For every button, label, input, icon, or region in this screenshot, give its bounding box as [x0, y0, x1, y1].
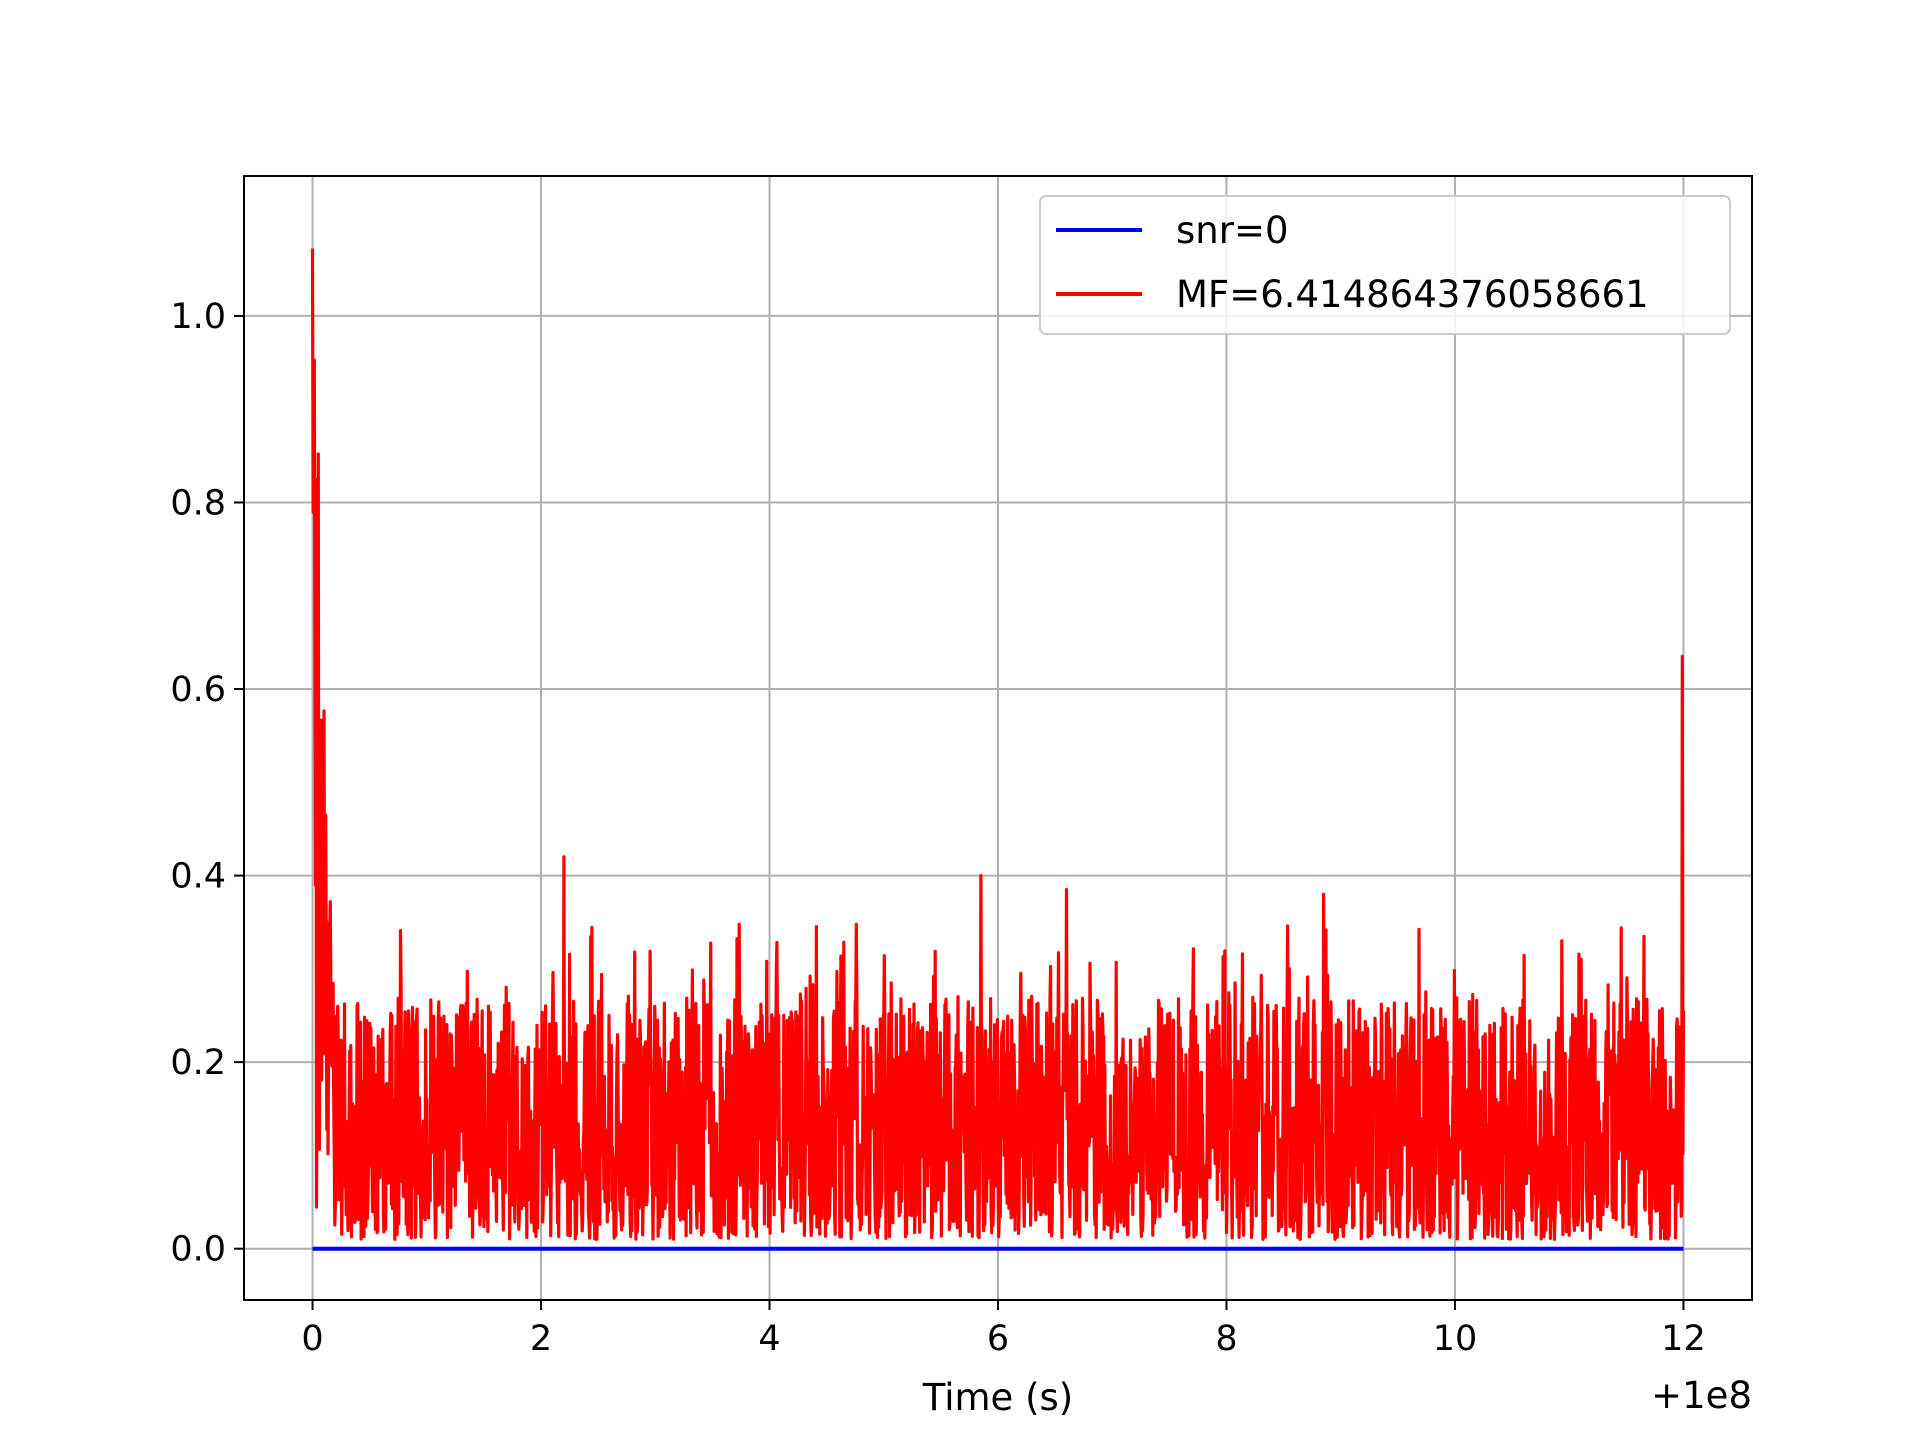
y-tick-label: 0.2 — [170, 1043, 226, 1083]
x-tick-label: 12 — [1661, 1319, 1706, 1359]
y-tick-label: 0.4 — [170, 857, 226, 897]
series-layer — [310, 248, 1686, 1251]
x-tick-label: 2 — [530, 1319, 552, 1359]
series-line-mf — [310, 248, 1686, 1242]
legend-label-snr: snr=0 — [1176, 209, 1288, 252]
y-tick-label: 1.0 — [170, 297, 226, 337]
legend-label-mf: MF=6.414864376058661 — [1176, 273, 1649, 316]
x-tick-label: 0 — [301, 1319, 323, 1359]
x-axis-offset-label: +1e8 — [1651, 1374, 1752, 1417]
x-axis-label: Time (s) — [922, 1376, 1073, 1419]
x-tick-label: 10 — [1433, 1319, 1478, 1359]
x-tick-label: 8 — [1215, 1319, 1237, 1359]
y-tick-label: 0.6 — [170, 670, 226, 710]
legend-box — [1039, 195, 1731, 335]
legend: snr=0 MF=6.414864376058661 — [1039, 195, 1731, 335]
axis-ticks: 0 2 4 6 8 10 12 0.0 0.2 0.4 0.6 0.8 1.0 — [170, 297, 1705, 1359]
y-tick-label: 0.0 — [170, 1230, 226, 1270]
x-tick-label: 6 — [987, 1319, 1009, 1359]
y-tick-label: 0.8 — [170, 483, 226, 523]
x-tick-label: 4 — [758, 1319, 780, 1359]
